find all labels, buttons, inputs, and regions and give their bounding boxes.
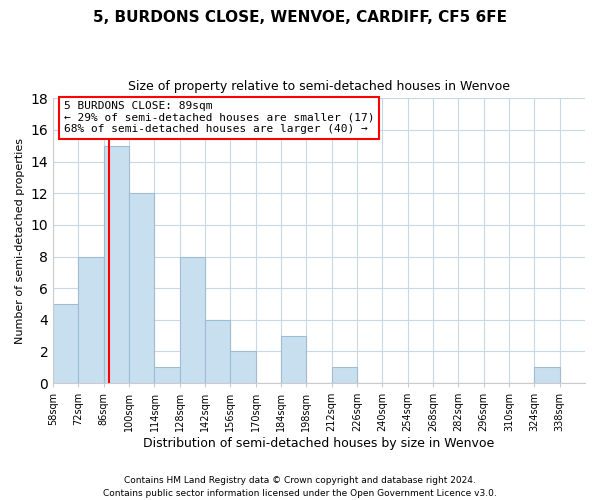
Bar [535,367,560,383]
Text: 5, BURDONS CLOSE, WENVOE, CARDIFF, CF5 6FE: 5, BURDONS CLOSE, WENVOE, CARDIFF, CF5 6… [93,10,507,25]
Bar [53,304,79,383]
Bar [129,193,154,383]
Bar [205,320,230,383]
Bar [154,367,180,383]
Bar [230,352,256,383]
X-axis label: Distribution of semi-detached houses by size in Wenvoe: Distribution of semi-detached houses by … [143,437,495,450]
Bar [180,256,205,383]
Bar [281,336,307,383]
Title: Size of property relative to semi-detached houses in Wenvoe: Size of property relative to semi-detach… [128,80,510,93]
Bar [104,146,129,383]
Text: 5 BURDONS CLOSE: 89sqm
← 29% of semi-detached houses are smaller (17)
68% of sem: 5 BURDONS CLOSE: 89sqm ← 29% of semi-det… [64,101,374,134]
Y-axis label: Number of semi-detached properties: Number of semi-detached properties [15,138,25,344]
Bar [332,367,357,383]
Bar [79,256,104,383]
Text: Contains HM Land Registry data © Crown copyright and database right 2024.
Contai: Contains HM Land Registry data © Crown c… [103,476,497,498]
